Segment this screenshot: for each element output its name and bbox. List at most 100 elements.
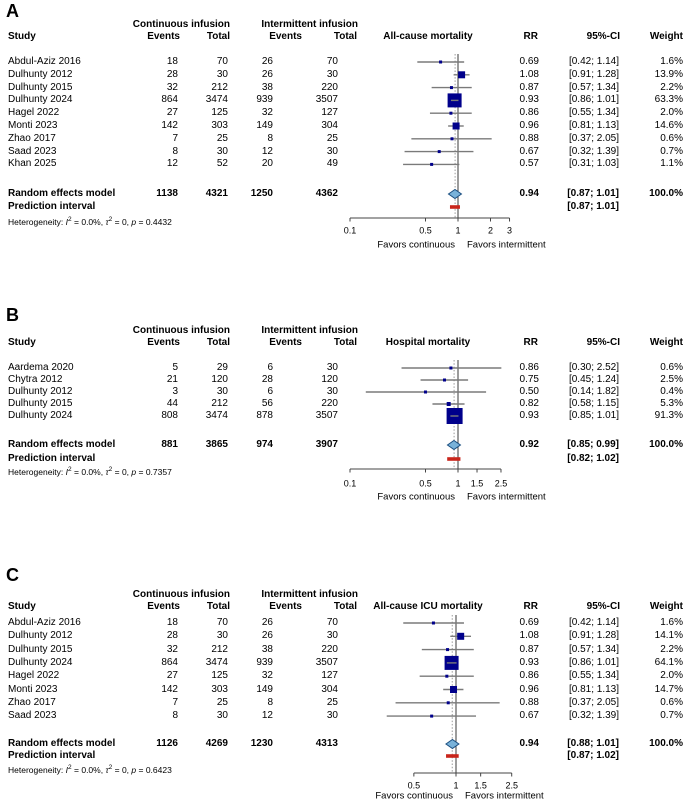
heterogeneity-part: I <box>65 466 69 477</box>
study-name: Hagel 2022 <box>8 107 60 119</box>
summary-label: Random effects model <box>8 439 116 450</box>
events-value: 1138 <box>156 188 178 199</box>
effect-square <box>457 632 465 640</box>
axis-tick-label: 1.5 <box>470 478 484 489</box>
ci-value: [0.86; 1.01] <box>568 656 619 668</box>
rr-value: 0.69 <box>519 617 539 628</box>
total-value: 3507 <box>315 656 338 668</box>
study-name: Dulhunty 2015 <box>8 81 73 93</box>
column-header-ci: 95%-CI <box>586 337 620 348</box>
effect-square <box>449 366 453 370</box>
heterogeneity-part: p <box>131 466 137 477</box>
study-name: Monti 2023 <box>8 120 58 131</box>
total-value: 127 <box>321 107 338 119</box>
rr-value: 0.93 <box>519 656 539 668</box>
column-header-weight: Weight <box>649 337 683 348</box>
rr-value: 0.93 <box>519 410 539 421</box>
column-header-events: Events <box>147 31 180 42</box>
events-value: 21 <box>166 374 178 385</box>
study-name: Hagel 2022 <box>8 670 60 682</box>
total-value: 125 <box>211 670 228 682</box>
total-value: 4269 <box>205 738 228 749</box>
summary-label: Random effects model <box>8 188 116 199</box>
column-header-rr: RR <box>523 601 538 612</box>
weight-value: 100.0% <box>649 439 683 450</box>
rr-value: 0.94 <box>519 188 539 199</box>
events-value: 1230 <box>250 738 273 749</box>
column-header-total: Total <box>206 337 230 348</box>
prediction-interval-bar <box>449 205 460 209</box>
axis-tick-label: 3 <box>507 225 513 236</box>
rr-value: 0.69 <box>519 56 539 67</box>
total-value: 30 <box>216 710 228 722</box>
prediction-label: Prediction interval <box>8 201 96 212</box>
rr-value: 1.08 <box>519 630 539 642</box>
total-value: 120 <box>211 374 228 385</box>
total-value: 49 <box>326 158 338 170</box>
effect-square <box>449 86 453 90</box>
events-value: 28 <box>261 374 273 385</box>
column-header-study: Study <box>8 337 36 348</box>
ci-value: [0.87; 1.02] <box>567 750 619 761</box>
weight-value: 2.5% <box>660 374 683 385</box>
weight-value: 2.2% <box>660 643 683 655</box>
column-header-rr: RR <box>523 337 538 348</box>
rr-value: 0.88 <box>519 132 539 144</box>
ci-value: [0.91; 1.28] <box>568 630 619 642</box>
rr-value: 0.86 <box>519 670 539 682</box>
weight-value: 13.9% <box>654 68 683 80</box>
events-value: 1250 <box>250 188 273 199</box>
outcome-header: Hospital mortality <box>385 337 471 348</box>
column-header-ci: 95%-CI <box>586 31 620 42</box>
ci-value: [0.37; 2.05] <box>568 696 619 708</box>
heterogeneity-part: 2 <box>68 465 72 473</box>
weight-value: 0.6% <box>660 132 683 144</box>
ci-value: [0.81; 1.13] <box>568 683 619 695</box>
favors-intermittent-label: Favors intermittent <box>467 239 546 251</box>
ci-value: [0.42; 1.14] <box>568 617 619 628</box>
effect-square <box>437 150 441 154</box>
ci-value: [0.88; 1.01] <box>567 738 619 749</box>
weight-value: 0.6% <box>660 696 683 708</box>
summary-label: Random effects model <box>8 738 116 749</box>
rr-value: 0.92 <box>519 439 539 450</box>
total-value: 303 <box>211 683 228 695</box>
ci-value: [0.42; 1.14] <box>568 56 619 67</box>
prediction-interval-bar <box>447 457 461 461</box>
total-value: 30 <box>326 630 338 642</box>
heterogeneity-part: = 0.7357 <box>136 466 172 477</box>
total-value: 3507 <box>315 94 338 106</box>
ci-value: [0.87; 1.01] <box>567 201 619 212</box>
favors-intermittent-label: Favors intermittent <box>465 790 544 801</box>
axis-tick-label: 0.1 <box>343 478 357 489</box>
study-name: Aardema 2020 <box>8 362 74 373</box>
heterogeneity-part: I <box>65 216 69 227</box>
total-value: 220 <box>321 81 338 93</box>
column-header-events: Events <box>269 337 302 348</box>
study-name: Saad 2023 <box>8 710 57 722</box>
effect-square <box>446 648 450 652</box>
study-name: Dulhunty 2015 <box>8 398 73 409</box>
weight-value: 2.0% <box>660 670 683 682</box>
weight-value: 1.6% <box>660 56 683 67</box>
events-value: 7 <box>172 132 178 144</box>
axis-tick-label: 0.5 <box>419 478 432 489</box>
weight-value: 2.2% <box>660 81 683 93</box>
group-header-continuous: Continuous infusion <box>132 589 230 600</box>
total-value: 30 <box>326 710 338 722</box>
total-value: 25 <box>326 132 338 144</box>
axis-tick-label: 1 <box>453 780 459 791</box>
heterogeneity-part: 2 <box>68 215 72 223</box>
heterogeneity-part: τ <box>105 764 109 775</box>
group-header-intermittent: Intermittent infusion <box>261 589 358 600</box>
weight-value: 63.3% <box>654 94 683 106</box>
total-value: 220 <box>321 643 338 655</box>
events-value: 1126 <box>156 738 178 749</box>
effect-square <box>446 701 450 705</box>
total-value: 70 <box>216 56 228 67</box>
weight-value: 14.6% <box>654 120 683 131</box>
weight-value: 0.6% <box>660 362 683 373</box>
rr-value: 0.94 <box>519 738 539 749</box>
heterogeneity-part: I <box>65 764 69 775</box>
